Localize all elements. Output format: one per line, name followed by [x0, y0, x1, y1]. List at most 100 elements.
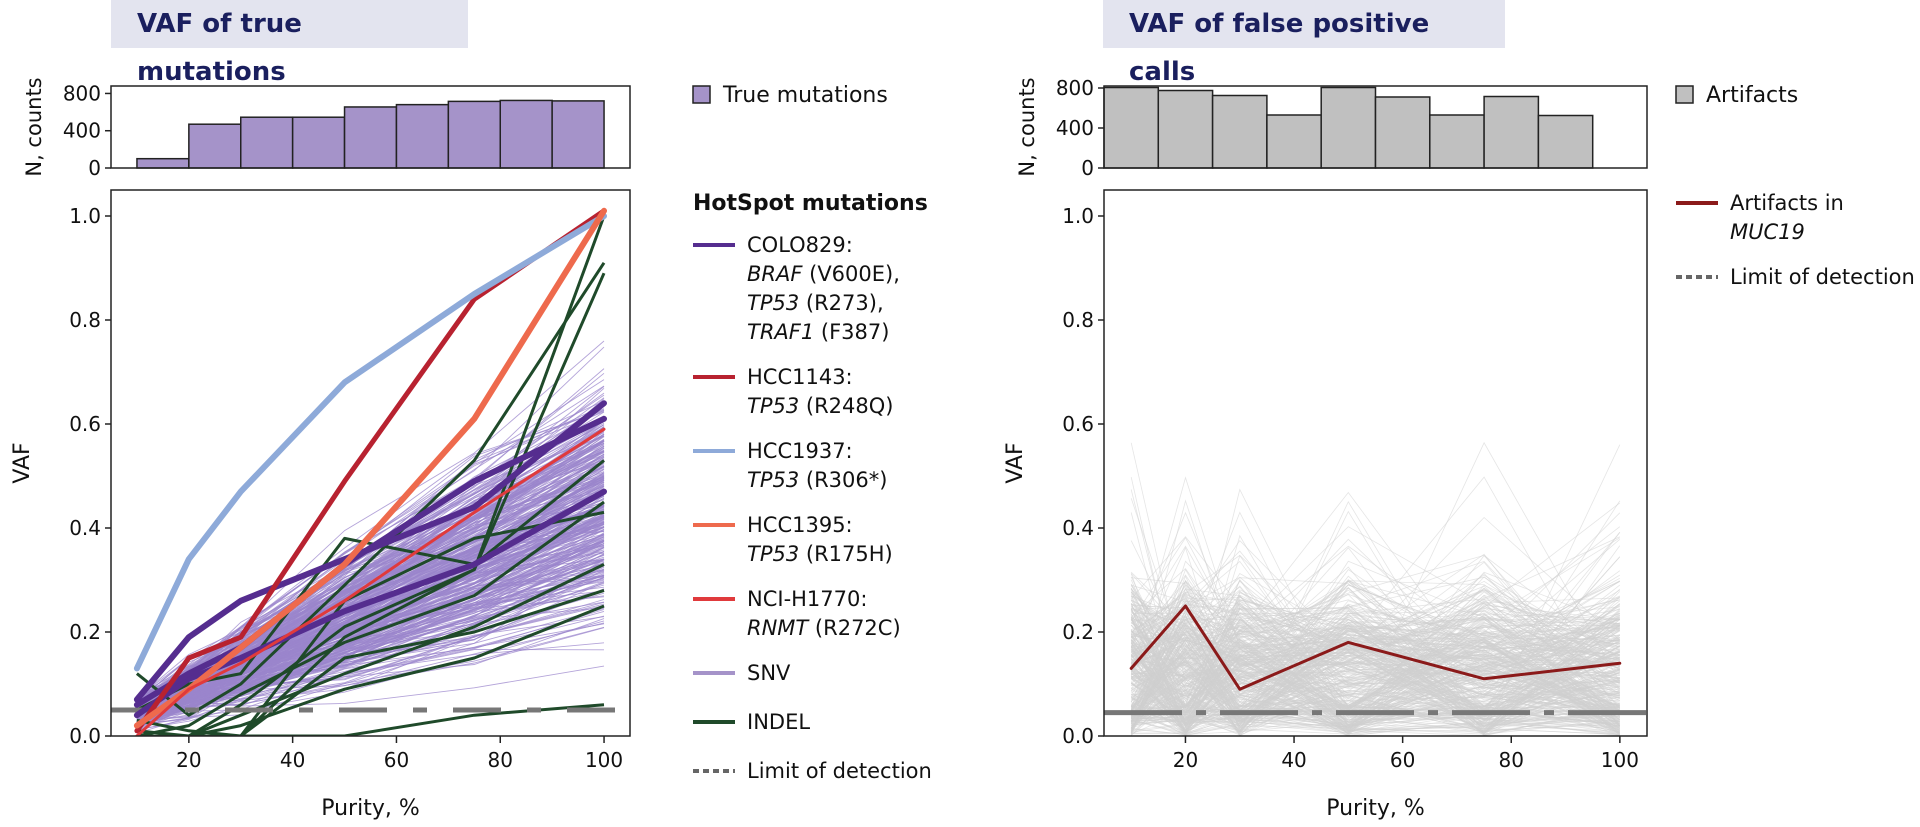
artifact-line [1130, 614, 1621, 734]
x-tick-label: 60 [1390, 748, 1415, 772]
left-panel-title: VAF of true mutations [111, 0, 468, 87]
legend-label: TRAF1 (F387) [747, 320, 889, 344]
histogram-bar [188, 123, 242, 169]
y-tick-label: 0.4 [1062, 516, 1094, 540]
artifact-line [1130, 584, 1621, 732]
x-tick-label: 100 [585, 748, 623, 772]
left-vaf-plot: 0.0 0.2 0.4 0.6 0.8 1.0 20 40 60 80 100 Purity, % VA… [10, 189, 631, 821]
artifact-line [1131, 657, 1620, 735]
artifact-line [1131, 600, 1620, 727]
legend-label: HCC1395: [747, 513, 853, 537]
legend-label: Limit of detection [747, 759, 932, 783]
y-tick-label: 0.6 [1062, 412, 1094, 436]
snv-line [136, 559, 605, 725]
series-line [1129, 604, 1622, 691]
histogram-bar [1157, 89, 1214, 169]
indel-line [136, 215, 606, 736]
plot-area [1104, 441, 1647, 736]
artifact-line [1130, 618, 1620, 733]
artifact-line [1130, 616, 1620, 660]
snv-line [136, 626, 605, 734]
series-line [133, 400, 607, 703]
artifact-line [1130, 477, 1621, 734]
background-lines [1130, 441, 1621, 736]
legend-label: TP53 (R273), [747, 291, 884, 315]
right-panel-title: VAF of false positive calls [1103, 0, 1505, 87]
y-tick-label: 800 [1056, 76, 1094, 100]
snv-line [136, 590, 605, 719]
snv-line [136, 620, 605, 722]
y-tick-label: 800 [63, 81, 101, 105]
artifact-line [1130, 576, 1621, 710]
y-tick-label: 0.6 [69, 412, 101, 436]
indel-line [136, 604, 605, 736]
legend-label: INDEL [747, 710, 810, 734]
artifact-line [1130, 645, 1620, 733]
legend-label: NCI-H1770: [747, 587, 867, 611]
y-axis-label: VAF [1003, 442, 1028, 483]
artifact-line [1130, 622, 1620, 715]
artifact-line [1130, 627, 1620, 734]
artifact-line [1130, 629, 1621, 724]
y-tick-label: 0.0 [1062, 724, 1094, 748]
right-legend: Artifacts in MUC19 Limit of detection [1676, 191, 1915, 289]
x-axis-label: Purity, % [1326, 796, 1425, 821]
histogram-bar [1266, 114, 1322, 169]
artifact-line [1130, 602, 1620, 713]
y-tick-label: 0.0 [69, 724, 101, 748]
histogram-bar [1429, 114, 1485, 169]
artifact-line [1130, 595, 1621, 726]
histogram-bar [499, 99, 553, 169]
snv-line [136, 517, 605, 720]
artifact-line [1130, 576, 1620, 689]
y-tick-label: 1.0 [69, 204, 101, 228]
legend-label: BRAF (V600E), [747, 262, 900, 286]
artifact-line [1130, 614, 1620, 732]
legend-label: COLO829: [747, 233, 853, 257]
legend-swatch [1675, 85, 1694, 104]
histogram-bar [1483, 95, 1540, 169]
y-tick-label: 0.2 [69, 620, 101, 644]
artifact-line [1131, 575, 1620, 718]
histogram-bar [291, 116, 346, 169]
x-tick-label: 60 [384, 748, 409, 772]
x-tick-label: 80 [1499, 748, 1524, 772]
indel-line [136, 272, 606, 736]
snv-line [136, 543, 605, 719]
x-tick-label: 40 [280, 748, 305, 772]
snv-line [136, 665, 605, 731]
artifact-line [1131, 630, 1620, 734]
histogram-bar [1211, 94, 1268, 169]
histogram-bar [551, 100, 605, 169]
legend-label: SNV [747, 661, 791, 685]
x-tick-label: 20 [176, 748, 201, 772]
legend-label: TP53 (R175H) [747, 542, 893, 566]
histogram-bar [1320, 86, 1377, 169]
legend-label: TP53 (R306*) [747, 468, 887, 492]
legend-swatch [692, 85, 711, 104]
y-tick-label: 400 [63, 119, 101, 143]
x-tick-label: 80 [488, 748, 513, 772]
histogram-bar [1103, 86, 1160, 169]
histogram-frame [110, 85, 631, 169]
artifact-line [1131, 636, 1620, 725]
legend-label: HCC1143: [747, 365, 853, 389]
x-tick-label: 20 [1173, 748, 1198, 772]
series-line [135, 427, 606, 736]
histogram-bar [136, 157, 190, 169]
histogram-bar [1537, 114, 1594, 169]
artifact-line [1131, 637, 1620, 708]
artifact-line [1130, 574, 1620, 735]
artifact-line [1131, 599, 1620, 666]
histogram-frame [1103, 85, 1648, 169]
histogram-bar [395, 103, 450, 169]
artifact-line [1130, 539, 1620, 659]
plot-area [111, 207, 630, 736]
x-tick-label: 100 [1601, 748, 1639, 772]
snv-line [136, 551, 605, 715]
indel-line [136, 588, 605, 736]
legend-label: Artifacts in [1730, 191, 1844, 215]
right-vaf-plot: 0.0 0.2 0.4 0.6 0.8 1.0 20 40 60 80 100 Purity, % VA… [1003, 189, 1648, 821]
y-tick-label: 0.4 [69, 516, 101, 540]
